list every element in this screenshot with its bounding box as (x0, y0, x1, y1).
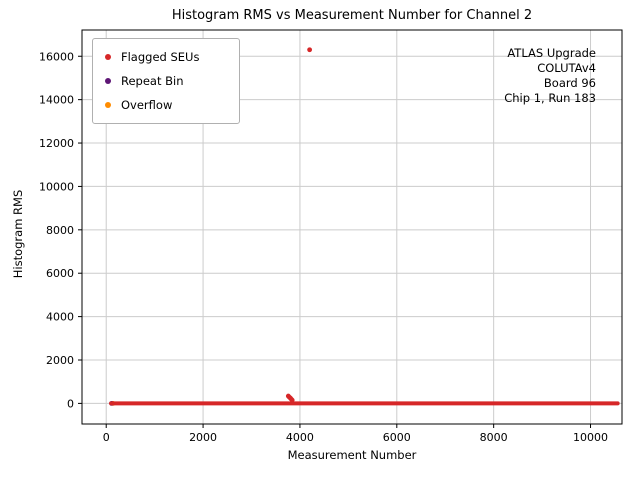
chart-title: Histogram RMS vs Measurement Number for … (171, 8, 533, 23)
flagged-seus-marker-icon (105, 54, 111, 60)
annotation-line: Board 96 (543, 76, 596, 90)
legend: Flagged SEUs Repeat Bin Overflow (92, 38, 240, 124)
svg-text:8000: 8000 (480, 431, 508, 444)
svg-text:16000: 16000 (39, 50, 74, 63)
svg-text:14000: 14000 (39, 94, 74, 107)
x-axis-label: Measurement Number (287, 448, 417, 462)
svg-text:0: 0 (67, 397, 74, 410)
legend-label: Overflow (121, 98, 173, 112)
annotation-line: ATLAS Upgrade (507, 46, 596, 60)
svg-text:10000: 10000 (39, 180, 74, 193)
svg-text:8000: 8000 (46, 224, 74, 237)
legend-label: Repeat Bin (121, 74, 184, 88)
svg-text:6000: 6000 (383, 431, 411, 444)
svg-text:4000: 4000 (286, 431, 314, 444)
legend-item-repeat-bin: Repeat Bin (101, 69, 231, 93)
svg-text:2000: 2000 (46, 354, 74, 367)
svg-text:6000: 6000 (46, 267, 74, 280)
y-axis-label: Histogram RMS (11, 189, 25, 279)
legend-item-flagged-seus: Flagged SEUs (101, 45, 231, 69)
svg-text:10000: 10000 (573, 431, 608, 444)
repeat-bin-marker-icon (105, 78, 111, 84)
annotation-line: Chip 1, Run 183 (504, 91, 596, 105)
legend-item-overflow: Overflow (101, 93, 231, 117)
svg-text:4000: 4000 (46, 311, 74, 324)
annotation-line: COLUTAv4 (537, 61, 596, 75)
svg-text:12000: 12000 (39, 137, 74, 150)
run-info-annotation: ATLAS Upgrade COLUTAv4 Board 96 Chip 1, … (504, 46, 596, 106)
legend-label: Flagged SEUs (121, 50, 200, 64)
overflow-marker-icon (105, 102, 111, 108)
svg-text:2000: 2000 (189, 431, 217, 444)
svg-text:0: 0 (103, 431, 110, 444)
